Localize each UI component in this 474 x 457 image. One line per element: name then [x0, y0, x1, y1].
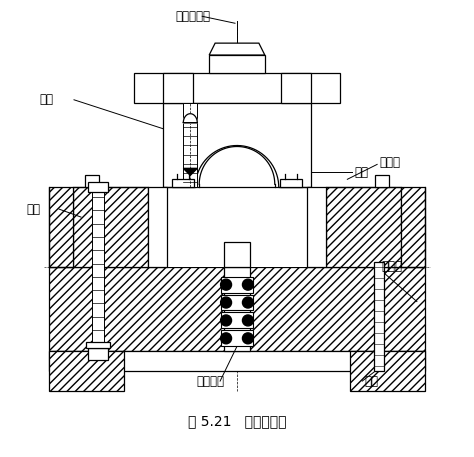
Bar	[280, 179, 301, 187]
Bar	[350, 351, 425, 391]
Text: 卸料弹簧: 卸料弹簧	[196, 375, 224, 388]
Text: 上模板模柄: 上模板模柄	[175, 11, 210, 23]
Text: 顶杆: 顶杆	[364, 375, 378, 388]
Text: 图 5.21   弯形模结构: 图 5.21 弯形模结构	[188, 414, 286, 428]
Polygon shape	[209, 43, 265, 55]
Bar	[307, 187, 327, 267]
Text: 定位板: 定位板	[379, 156, 400, 169]
Bar	[173, 179, 194, 187]
Bar	[221, 295, 253, 310]
Polygon shape	[195, 145, 279, 187]
Polygon shape	[183, 168, 197, 175]
Bar	[134, 73, 340, 103]
Text: 凸模: 凸模	[354, 166, 368, 179]
Bar	[375, 175, 389, 187]
Bar	[164, 73, 193, 103]
Bar	[86, 342, 110, 348]
Bar	[73, 187, 147, 267]
Circle shape	[243, 279, 254, 290]
Bar	[88, 182, 108, 192]
Bar	[92, 192, 104, 348]
Bar	[147, 187, 167, 267]
Bar	[147, 187, 327, 267]
Bar	[49, 187, 73, 267]
Bar	[401, 187, 425, 267]
Polygon shape	[183, 114, 197, 122]
Circle shape	[220, 279, 231, 290]
Bar	[164, 103, 310, 187]
Bar	[49, 351, 425, 371]
Bar	[209, 55, 265, 73]
Text: 下模座: 下模座	[381, 260, 402, 273]
Bar	[49, 351, 124, 391]
Circle shape	[243, 297, 254, 308]
Bar	[49, 267, 425, 351]
Text: 凹模: 凹模	[26, 202, 40, 216]
Circle shape	[220, 315, 231, 326]
Bar	[374, 262, 384, 371]
Bar	[183, 103, 197, 187]
Bar	[85, 175, 99, 187]
Bar	[224, 267, 250, 351]
Bar	[221, 276, 253, 292]
Bar	[221, 313, 253, 329]
Circle shape	[243, 315, 254, 326]
Bar	[88, 348, 108, 360]
Bar	[327, 187, 401, 267]
Bar	[281, 73, 310, 103]
Circle shape	[220, 333, 231, 344]
Bar	[221, 330, 253, 346]
Circle shape	[220, 297, 231, 308]
Text: 螺钉: 螺钉	[39, 93, 53, 106]
Bar	[224, 242, 250, 267]
Circle shape	[243, 333, 254, 344]
